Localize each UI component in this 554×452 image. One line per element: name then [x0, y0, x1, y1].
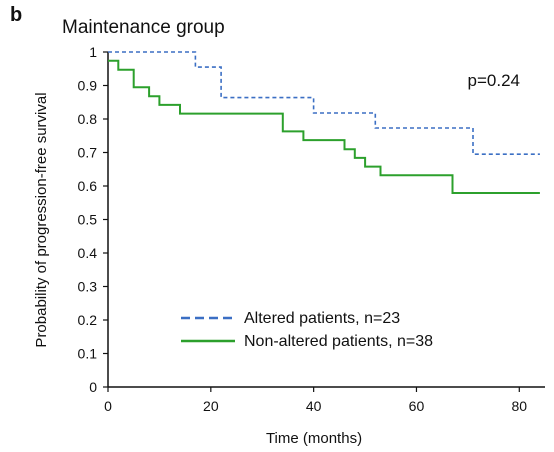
legend-label-altered: Altered patients, n=23 [244, 310, 400, 327]
series-lines [108, 51, 540, 194]
series-line-altered [108, 51, 540, 155]
y-tick-label: 0.5 [78, 212, 98, 228]
x-axis-label: Time (months) [266, 430, 362, 447]
y-axis-label: Probability of progression-free survival [33, 92, 50, 347]
series-line-non-altered [108, 59, 540, 194]
x-tick-label: 40 [306, 398, 322, 414]
y-tick-label: 0 [89, 379, 97, 395]
y-tick-label: 0.8 [78, 111, 98, 127]
y-tick-label: 0.7 [78, 145, 98, 161]
y-tick-label: 0.6 [78, 178, 98, 194]
y-tick-label: 0.4 [78, 245, 98, 261]
panel-letter: b [10, 4, 23, 26]
p-value-annotation: p=0.24 [468, 71, 520, 90]
x-ticks: 0 20 40 60 80 [104, 387, 527, 414]
y-tick-label: 0.3 [78, 279, 98, 295]
x-tick-label: 0 [104, 398, 112, 414]
y-tick-label: 0.2 [78, 312, 98, 328]
legend: Altered patients, n=23 Non-altered patie… [181, 310, 433, 350]
y-tick-label: 0.9 [78, 78, 98, 94]
x-tick-label: 20 [203, 398, 219, 414]
chart-title: Maintenance group [62, 17, 225, 38]
x-tick-label: 60 [409, 398, 425, 414]
x-tick-label: 80 [512, 398, 528, 414]
y-tick-label: 1 [89, 44, 97, 60]
legend-label-non-altered: Non-altered patients, n=38 [244, 333, 433, 350]
y-tick-label: 0.1 [78, 346, 98, 362]
y-ticks: 0 0.1 0.2 0.3 0.4 0.5 0.6 0.7 0.8 0.9 1 [78, 44, 108, 395]
